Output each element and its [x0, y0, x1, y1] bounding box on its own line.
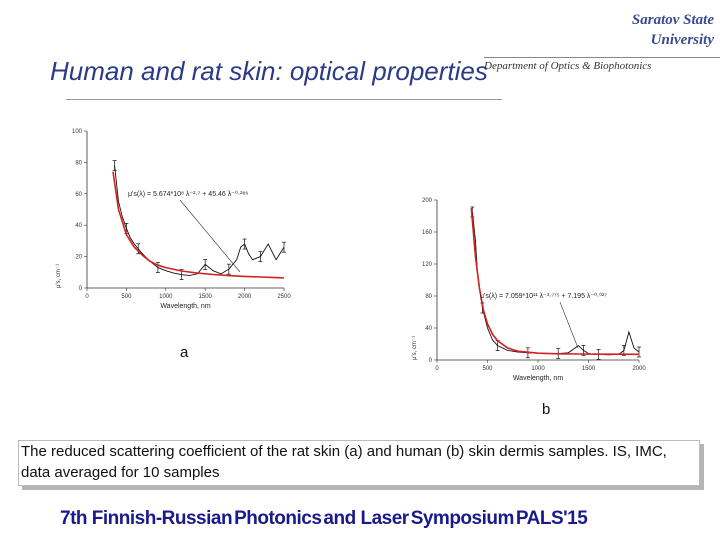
series-measured-line [471, 211, 640, 356]
department-name: Department of Optics & Biophotonics [484, 60, 652, 72]
header-divider [484, 57, 720, 58]
x-tick-label: 1500 [199, 294, 213, 300]
y-tick-label: 120 [422, 262, 433, 268]
footer-part-1: 7th Finnish-Russian [60, 508, 233, 529]
y-tick-label: 200 [422, 198, 433, 204]
x-tick-label: 500 [482, 366, 493, 372]
fit-formula-label: μ's(λ) = 7.059*10¹¹ λ⁻³·⁷⁷⁵ + 7.195 λ⁻⁰·… [480, 292, 607, 300]
y-tick-label: 0 [429, 358, 433, 364]
y-tick-label: 100 [72, 129, 83, 135]
y-tick-label: 80 [75, 160, 82, 166]
footer-part-3: and Laser [323, 508, 409, 529]
x-tick-label: 2000 [238, 294, 252, 300]
slide-title: Human and rat skin: optical properties [50, 56, 488, 86]
y-tick-label: 160 [422, 230, 433, 236]
series-measured-line [114, 165, 285, 276]
x-tick-label: 2500 [277, 294, 291, 300]
x-tick-label: 1000 [531, 366, 545, 372]
figure-label-a: a [180, 344, 189, 361]
y-tick-label: 40 [425, 326, 432, 332]
x-tick-label: 1000 [159, 294, 173, 300]
y-tick-label: 40 [75, 223, 82, 229]
footer-part-5: PALS'15 [515, 508, 588, 529]
y-axis-label: μ's, cm⁻¹ [56, 264, 62, 288]
x-tick-label: 2000 [632, 366, 646, 372]
title-underline [66, 99, 502, 100]
university-line-2: University [650, 32, 714, 48]
x-tick-label: 1500 [582, 366, 596, 372]
y-tick-label: 80 [425, 294, 432, 300]
x-tick-label: 0 [85, 294, 89, 300]
y-tick-label: 60 [75, 192, 82, 198]
series-fit-line [470, 207, 640, 356]
x-axis-label: Wavelength, nm [160, 303, 210, 310]
fit-pointer-line [179, 199, 241, 273]
footer-conference: 7th Finnish-Russian Photonics and Laser Sym… [60, 508, 589, 530]
university-line-1: Saratov State [631, 12, 714, 28]
figure-label-b: b [542, 401, 551, 418]
x-axis-label: Wavelength, nm [513, 375, 563, 382]
x-tick-label: 0 [435, 366, 439, 372]
series-fit-line [112, 171, 285, 279]
fit-formula-label: μ's(λ) = 5.674*10⁸ λ⁻²·⁷ + 45.46 λ⁻⁰·²⁸⁶ [128, 190, 248, 198]
figure-caption: The reduced scattering coefficient of th… [18, 440, 700, 486]
footer-part-2: Photonics [234, 508, 322, 529]
university-name: Saratov State University [632, 10, 714, 50]
fit-pointer-line [559, 301, 579, 349]
y-tick-label: 0 [79, 286, 83, 292]
footer-part-4: Symposium [410, 508, 515, 529]
y-tick-label: 20 [75, 255, 82, 261]
x-tick-label: 500 [121, 294, 132, 300]
y-axis-label: μ's, cm⁻¹ [412, 336, 418, 360]
